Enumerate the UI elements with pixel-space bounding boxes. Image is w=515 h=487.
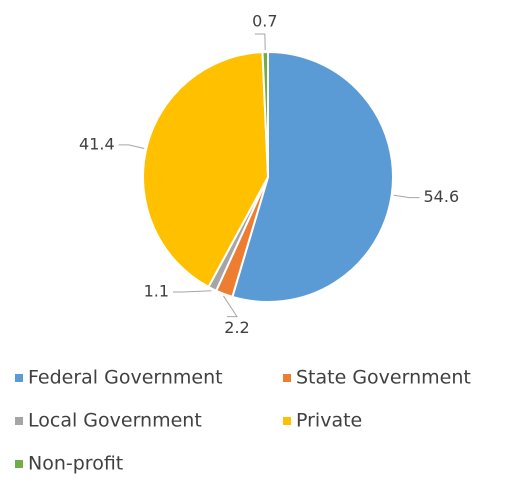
data-label: 54.6 — [424, 187, 460, 206]
legend-label: State Government — [296, 367, 471, 389]
legend-swatch — [15, 374, 23, 382]
legend-label: Federal Government — [28, 367, 223, 389]
legend-label: Private — [296, 410, 362, 432]
legend-swatch — [15, 460, 23, 468]
legend-swatch — [15, 417, 23, 425]
leader-line — [118, 144, 145, 150]
legend-label: Local Government — [28, 410, 202, 432]
pie-slice — [142, 51, 270, 289]
legend-label: Non-profit — [28, 453, 123, 475]
data-label: 41.4 — [79, 134, 115, 153]
data-label: 0.7 — [252, 12, 277, 31]
pie-slice — [231, 50, 394, 303]
legend-swatch — [283, 374, 291, 382]
data-label: 2.2 — [224, 318, 249, 337]
leader-line — [393, 194, 420, 199]
legend-swatch — [283, 417, 291, 425]
leader-line — [254, 33, 266, 51]
leader-line — [173, 290, 212, 293]
leader-line — [223, 295, 238, 318]
pie-slice — [261, 50, 269, 178]
data-label: 1.1 — [144, 282, 169, 301]
